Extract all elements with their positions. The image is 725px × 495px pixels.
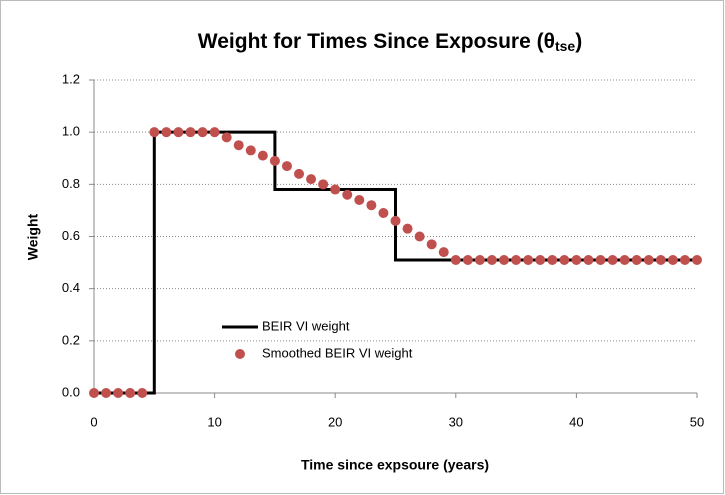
data-point — [450, 254, 461, 265]
data-point — [462, 254, 473, 265]
data-point — [101, 388, 112, 398]
x-tick-label: 10 — [207, 414, 221, 429]
data-point — [583, 254, 594, 265]
data-point — [607, 254, 618, 265]
data-point — [354, 194, 365, 205]
data-point — [318, 179, 329, 190]
title-end: ) — [575, 30, 582, 53]
chart-title: Weight for Times Since Exposure (θtse) — [198, 30, 582, 54]
y-tick-label: 0.0 — [62, 384, 80, 399]
data-point — [342, 189, 353, 200]
data-point — [643, 254, 654, 265]
data-point — [281, 161, 292, 172]
data-point — [595, 254, 606, 265]
data-point — [137, 388, 148, 398]
x-tick-label: 40 — [569, 414, 583, 429]
data-point — [547, 254, 558, 265]
data-point — [667, 254, 678, 265]
data-point — [559, 254, 570, 265]
y-tick-label: 1.2 — [62, 71, 80, 86]
data-point — [390, 215, 401, 226]
data-point — [535, 254, 546, 265]
data-point — [149, 127, 160, 138]
data-point — [655, 254, 666, 265]
data-point — [257, 150, 268, 161]
data-point — [402, 223, 413, 234]
data-point — [197, 127, 208, 138]
data-point — [173, 127, 184, 138]
data-point — [486, 254, 497, 265]
data-point — [414, 231, 425, 242]
title-main: Weight for Times Since Exposure (θ — [198, 30, 555, 53]
data-point — [294, 168, 305, 179]
data-point — [523, 254, 534, 265]
data-point — [631, 254, 642, 265]
data-point — [233, 140, 244, 151]
y-tick-label: 1.0 — [62, 124, 80, 139]
data-point — [438, 247, 449, 258]
x-tick-label: 0 — [90, 414, 97, 429]
data-point — [499, 254, 510, 265]
data-point — [330, 184, 341, 195]
data-point — [511, 254, 522, 265]
x-axis-label: Time since expsoure (years) — [301, 457, 489, 473]
data-point — [378, 208, 389, 219]
legend-label: BEIR VI weight — [262, 318, 350, 333]
data-point — [571, 254, 582, 265]
data-point — [185, 127, 196, 138]
x-tick-label: 30 — [449, 414, 463, 429]
data-point — [125, 388, 136, 398]
x-tick-label: 50 — [690, 414, 704, 429]
data-point — [619, 254, 630, 265]
legend-marker — [235, 349, 245, 359]
data-point — [113, 388, 124, 398]
data-point — [209, 127, 220, 138]
data-point — [161, 127, 172, 138]
data-point — [221, 132, 232, 143]
data-point — [306, 174, 317, 185]
y-tick-label: 0.6 — [62, 228, 80, 243]
y-axis-label: Weight — [25, 213, 41, 260]
y-tick-label: 0.8 — [62, 176, 80, 191]
data-point — [679, 254, 690, 265]
title-subscript: tse — [555, 38, 575, 54]
data-point — [692, 254, 702, 265]
data-point — [245, 145, 256, 156]
data-point — [474, 254, 485, 265]
legend-label: Smoothed BEIR VI weight — [262, 345, 413, 360]
y-tick-label: 0.2 — [62, 332, 80, 347]
data-point — [89, 388, 99, 398]
data-point — [366, 200, 377, 211]
y-tick-label: 0.4 — [62, 280, 80, 295]
data-point — [426, 239, 437, 250]
data-point — [269, 155, 280, 166]
x-tick-label: 20 — [328, 414, 342, 429]
